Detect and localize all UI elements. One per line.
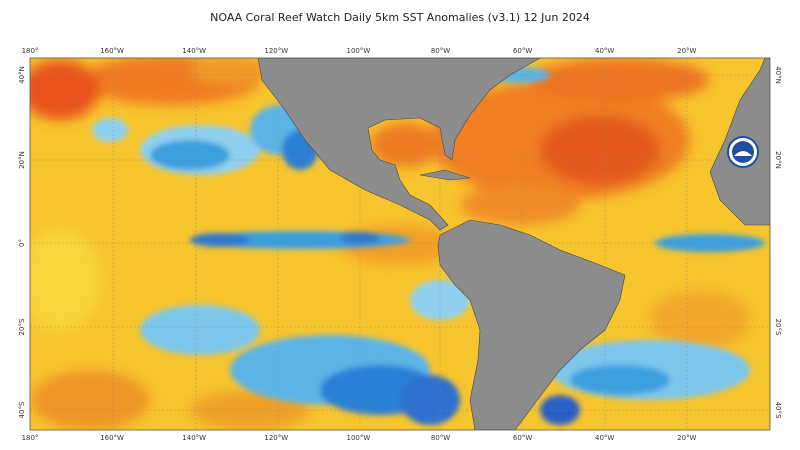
- bottom-lon-label: 120°W: [264, 434, 288, 442]
- right-lat-label: 20°N: [774, 151, 782, 169]
- bottom-lon-label: 80°W: [431, 434, 450, 442]
- bottom-lon-label: 60°W: [513, 434, 532, 442]
- bottom-lon-label: 100°W: [347, 434, 371, 442]
- bottom-lon-label: 160°W: [100, 434, 124, 442]
- top-lon-label: 180°: [22, 47, 39, 55]
- axis-labels: 180° 160°W 140°W 120°W 100°W 80°W 60°W 40°W 20°W…: [18, 47, 782, 442]
- bottom-lon-label: 140°W: [182, 434, 206, 442]
- top-lon-label: 160°W: [100, 47, 124, 55]
- bottom-lon-label: 20°W: [677, 434, 696, 442]
- top-lon-label: 80°W: [431, 47, 450, 55]
- left-lat-label: 40°S: [18, 401, 26, 418]
- left-lat-label: 0°: [18, 239, 26, 247]
- left-lat-label: 40°N: [18, 66, 26, 84]
- right-lat-label: 40°N: [774, 66, 782, 84]
- top-lon-label: 40°W: [595, 47, 614, 55]
- top-lon-label: 100°W: [347, 47, 371, 55]
- right-lat-label: 20°S: [774, 319, 782, 336]
- top-lon-label: 140°W: [182, 47, 206, 55]
- sst-map: [30, 58, 770, 430]
- graticule: [30, 58, 770, 430]
- top-lon-label: 20°W: [677, 47, 696, 55]
- right-lat-label: 40°S: [774, 402, 782, 419]
- bottom-lon-label: 180°: [22, 434, 39, 442]
- left-lat-label: 20°N: [18, 151, 26, 169]
- left-lat-label: 20°S: [18, 318, 26, 335]
- map-frame: [29, 57, 771, 431]
- top-lon-label: 120°W: [264, 47, 288, 55]
- noaa-logo: [727, 136, 759, 168]
- bottom-lon-label: 40°W: [595, 434, 614, 442]
- top-lon-label: 60°W: [513, 47, 532, 55]
- map-title: NOAA Coral Reef Watch Daily 5km SST Anom…: [210, 11, 590, 24]
